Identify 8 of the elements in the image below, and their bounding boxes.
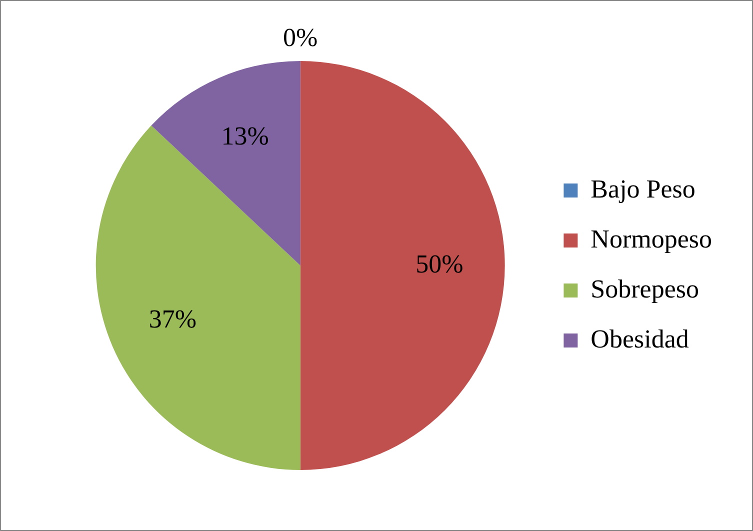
data-label: 13%	[221, 122, 269, 151]
legend-label: Obesidad	[590, 324, 689, 354]
data-label: 37%	[148, 304, 197, 334]
legend-label: Normopeso	[590, 224, 712, 254]
legend-label: Sobrepeso	[590, 274, 700, 304]
data-label: 50%	[416, 249, 464, 278]
text: 0%	[283, 22, 318, 52]
legend-label: Bajo Peso	[590, 174, 696, 204]
